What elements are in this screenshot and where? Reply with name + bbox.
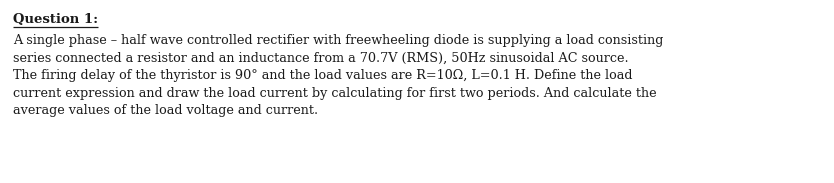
Text: The firing delay of the thyristor is 90° and the load values are R=10Ω, L=0.1 H.: The firing delay of the thyristor is 90°… bbox=[13, 69, 632, 82]
Text: series connected a resistor and an inductance from a 70.7V (RMS), 50Hz sinusoida: series connected a resistor and an induc… bbox=[13, 51, 629, 64]
Text: current expression and draw the load current by calculating for first two period: current expression and draw the load cur… bbox=[13, 87, 656, 100]
Text: A single phase – half wave controlled rectifier with freewheeling diode is suppl: A single phase – half wave controlled re… bbox=[13, 34, 663, 47]
Text: Question 1:: Question 1: bbox=[13, 13, 98, 26]
Text: average values of the load voltage and current.: average values of the load voltage and c… bbox=[13, 104, 318, 117]
